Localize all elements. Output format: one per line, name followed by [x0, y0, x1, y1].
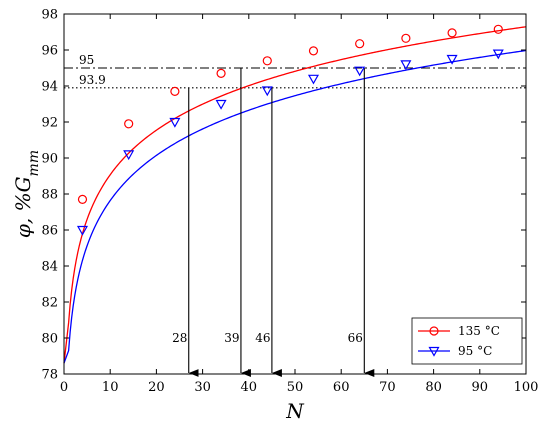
legend-box — [411, 317, 523, 365]
series-line — [63, 26, 527, 364]
reference-line-label: 95 — [79, 53, 94, 67]
y-tick-label: 80 — [41, 332, 58, 347]
legend-label: 135 °C — [458, 324, 500, 338]
data-point — [123, 150, 135, 161]
arrows: 28 39 46 66 — [172, 68, 375, 377]
y-tick-label: 88 — [41, 188, 58, 203]
x-tick-label: 20 — [148, 380, 165, 395]
series-markers — [76, 24, 504, 236]
arrow-label: 39 — [224, 331, 239, 345]
data-point — [215, 99, 227, 110]
x-tick-label: 40 — [241, 380, 258, 395]
y-tick-label: 84 — [41, 260, 58, 275]
series-curves — [63, 26, 527, 364]
data-point — [169, 117, 181, 128]
data-point — [428, 346, 440, 357]
arrow-label: 46 — [255, 331, 270, 345]
y-tick-label: 86 — [41, 224, 58, 239]
x-tick-label: 60 — [333, 380, 350, 395]
reference-line-label: 93.9 — [79, 73, 106, 87]
data-point — [261, 86, 273, 97]
y-tick-label: 82 — [41, 296, 58, 311]
data-point — [355, 39, 365, 49]
data-point — [307, 74, 320, 85]
data-point — [77, 194, 88, 204]
data-point — [401, 33, 411, 43]
series-line — [63, 49, 527, 364]
plot-frame — [63, 13, 527, 375]
arrow-label: 28 — [172, 331, 187, 345]
x-tick-label: 80 — [425, 380, 442, 395]
plot-background — [64, 14, 526, 374]
data-point — [354, 66, 366, 77]
x-tick-label: 50 — [287, 380, 304, 395]
data-point — [447, 28, 457, 38]
legend: 135 °C 95 °C — [411, 317, 523, 365]
data-point — [492, 49, 504, 60]
x-tick-label: 30 — [194, 380, 211, 395]
data-point — [170, 86, 180, 97]
y-tick-label: 94 — [41, 80, 58, 95]
reference-lines: 95 93.9 — [64, 53, 526, 89]
y-tick-label: 90 — [41, 152, 58, 167]
y-axis-label: φ, %Gmm — [11, 150, 42, 238]
x-tick-label: 90 — [472, 380, 489, 395]
data-point — [308, 46, 319, 56]
data-point — [124, 119, 134, 129]
data-point — [262, 56, 272, 66]
arrow-label: 66 — [348, 331, 363, 345]
x-tick-label: 10 — [102, 380, 119, 395]
x-tick-label: 0 — [60, 380, 68, 395]
y-tick-label: 78 — [41, 368, 58, 383]
y-axis-label-subscript: mm — [26, 150, 42, 177]
y-tick-label: 98 — [41, 8, 58, 23]
y-tick-label: 96 — [41, 44, 58, 59]
data-point — [76, 225, 89, 236]
x-axis-label: N — [285, 399, 305, 423]
data-point — [493, 24, 503, 34]
data-point — [446, 54, 458, 65]
x-tick-label: 70 — [379, 380, 396, 395]
y-tick-label: 92 — [41, 116, 58, 131]
data-point — [429, 326, 439, 336]
data-point — [216, 68, 226, 79]
x-tick-label: 100 — [514, 380, 539, 395]
data-point — [400, 60, 412, 71]
legend-label: 95 °C — [458, 344, 492, 358]
